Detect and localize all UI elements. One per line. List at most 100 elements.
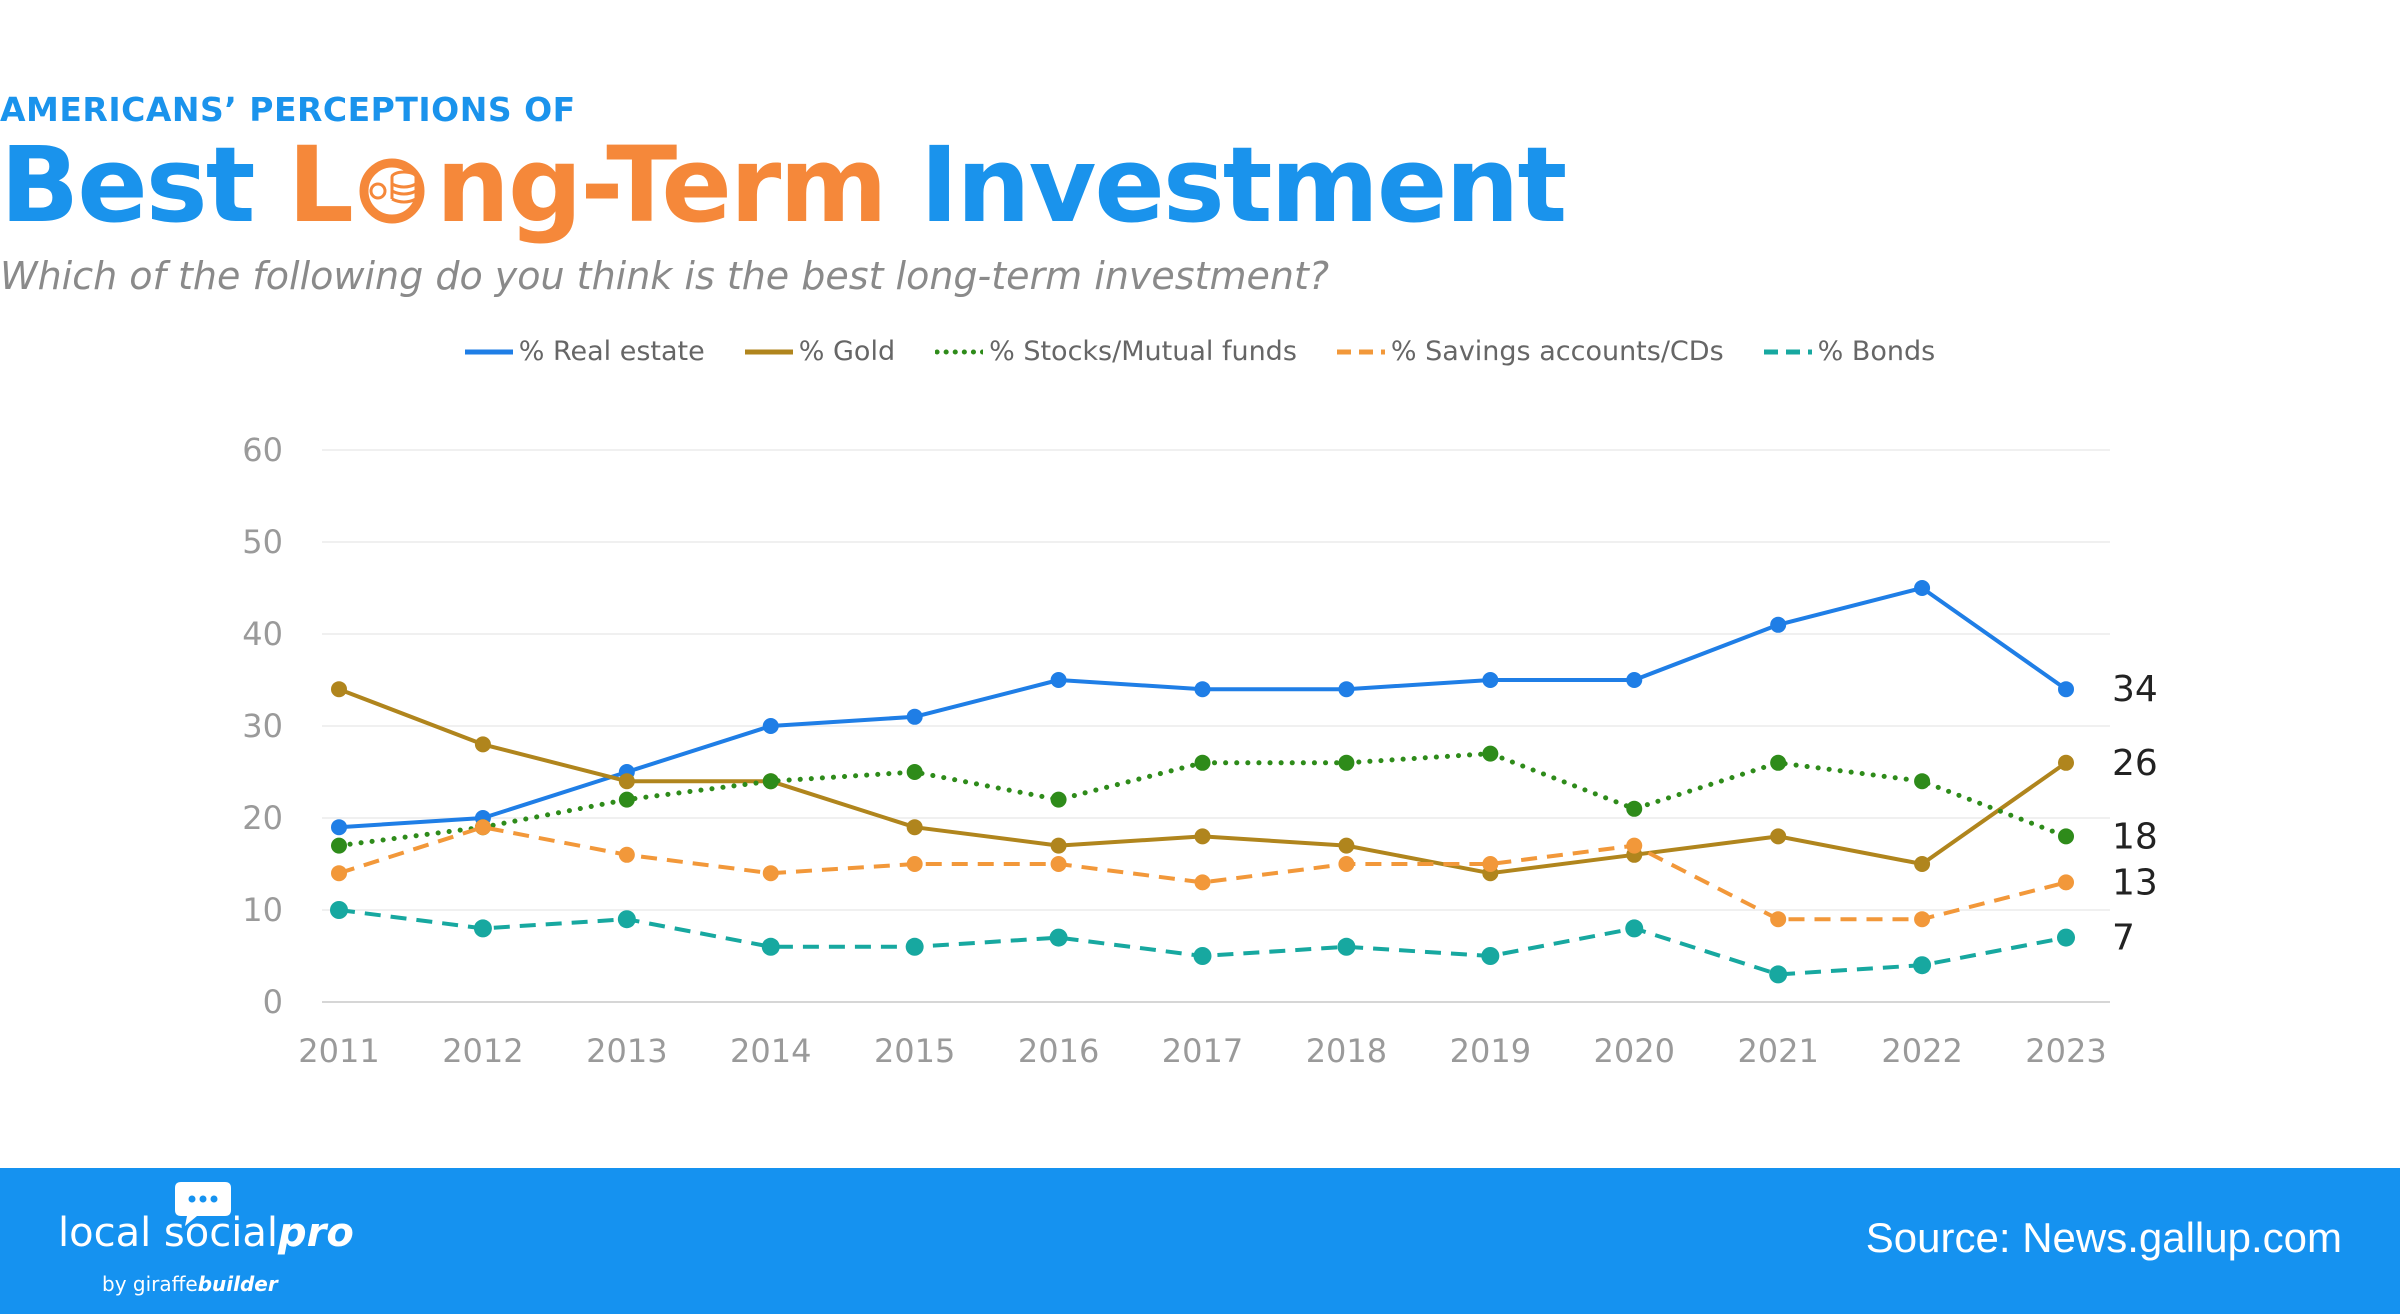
y-tick-label: 10 [242,891,283,929]
series-0 [331,580,2074,836]
data-point [617,910,636,929]
legend-item-real-estate: % Real estate [464,336,705,367]
data-point [905,937,924,956]
footer-bar [0,1168,2400,1314]
title-word-investment: Investment [919,124,1567,246]
data-point [2058,874,2074,891]
data-point [906,819,923,836]
legend-swatch-stocks [935,349,984,354]
data-point [906,856,923,872]
legend-label-real-estate: % Real estate [518,336,705,367]
series-4 [330,901,2075,984]
brand-byline-main: by giraffe [102,1272,198,1296]
x-tick-label: 2018 [1306,1032,1387,1070]
data-point [474,819,491,836]
x-tick-label: 2022 [1881,1032,1962,1070]
brand-byline: by giraffebuilder [102,1272,278,1296]
data-point [331,819,347,836]
data-point [330,901,348,919]
data-point [1050,791,1067,808]
x-tick-label: 2011 [298,1032,379,1070]
data-point [2057,928,2075,947]
data-point [1770,754,1787,771]
data-point [1338,754,1355,771]
legend-label-stocks: % Stocks/Mutual funds [989,336,1297,367]
data-point [1050,856,1067,872]
end-label: 34 [2112,669,2158,710]
data-point [1049,928,1068,947]
data-point [1914,856,1931,872]
legend-label-savings: % Savings accounts/CDs [1390,336,1724,367]
data-point [2058,681,2074,698]
chart-kicker: AMERICANS’ PERCEPTIONS OF [0,90,576,129]
data-point [1626,800,1643,817]
x-tick-label: 2015 [874,1032,955,1070]
data-point [1194,681,1211,698]
data-point [1626,672,1643,688]
grid-lines [322,449,2110,1003]
title-word-long-term: L ng-Term [287,124,888,246]
end-label: 7 [2112,918,2135,959]
data-point [761,937,780,956]
data-point [618,773,635,790]
data-point [331,837,347,854]
x-tick-label: 2023 [2025,1032,2106,1070]
x-tick-label: 2012 [442,1032,523,1070]
data-point [1193,947,1212,965]
data-point [762,718,779,734]
data-point [618,846,635,863]
legend-label-gold: % Gold [798,336,896,367]
data-point [906,708,923,725]
legend-item-stocks: % Stocks/Mutual funds [935,336,1297,367]
legend-item-savings: % Savings accounts/CDs [1336,336,1724,367]
x-tick-label: 2021 [1737,1032,1818,1070]
data-point [762,773,779,790]
data-point [1338,856,1355,872]
legend-item-gold: % Gold [744,336,896,367]
data-point [331,865,347,882]
y-tick-label: 40 [242,615,283,653]
end-labels: 34 26 18 13 7 [2112,669,2158,958]
title-letter-l: L [287,124,354,246]
data-point [1050,837,1067,854]
y-tick-label: 0 [263,983,283,1021]
chart-subtitle: Which of the following do you think is t… [0,254,1330,298]
data-point [1337,937,1356,956]
end-label: 13 [2112,862,2158,903]
legend-swatch-savings [1336,349,1385,354]
data-point [1625,919,1644,938]
x-tick-label: 2017 [1162,1032,1243,1070]
data-point [1770,616,1787,633]
x-tick-label: 2020 [1594,1032,1675,1070]
x-tick-label: 2013 [586,1032,667,1070]
chat-bubble-icon [175,1182,231,1226]
x-axis-ticks: 2011 2012 2013 2014 2015 2016 2017 2018 2019 2020… [298,1032,2106,1070]
x-tick-label: 2019 [1450,1032,1531,1070]
data-point [2058,754,2074,771]
legend-swatch-bonds [1763,349,1812,354]
y-tick-label: 60 [242,431,283,469]
y-axis-ticks: 0 10 20 30 40 50 60 [242,431,283,1021]
brand-name: local socialpro [58,1210,354,1256]
y-tick-label: 20 [242,799,283,837]
series-3 [331,819,2074,928]
legend-swatch-real-estate [464,349,513,354]
series-2 [331,745,2074,854]
data-point [1914,911,1931,928]
brand-name-main: local social [58,1210,278,1256]
brand-byline-bold: builder [197,1272,278,1296]
coin-stack-icon [359,158,425,224]
title-word-best: Best [0,124,255,246]
data-point [1338,681,1355,698]
legend-label-bonds: % Bonds [1817,336,1936,367]
data-point [1914,773,1931,790]
title-word-ng-term: ng-Term [435,124,888,246]
data-point [2058,828,2074,845]
legend-swatch-gold [744,349,793,354]
x-tick-label: 2016 [1018,1032,1099,1070]
data-point [1194,754,1211,771]
data-point [1769,965,1788,984]
data-point [474,736,491,753]
data-point [1770,828,1787,845]
